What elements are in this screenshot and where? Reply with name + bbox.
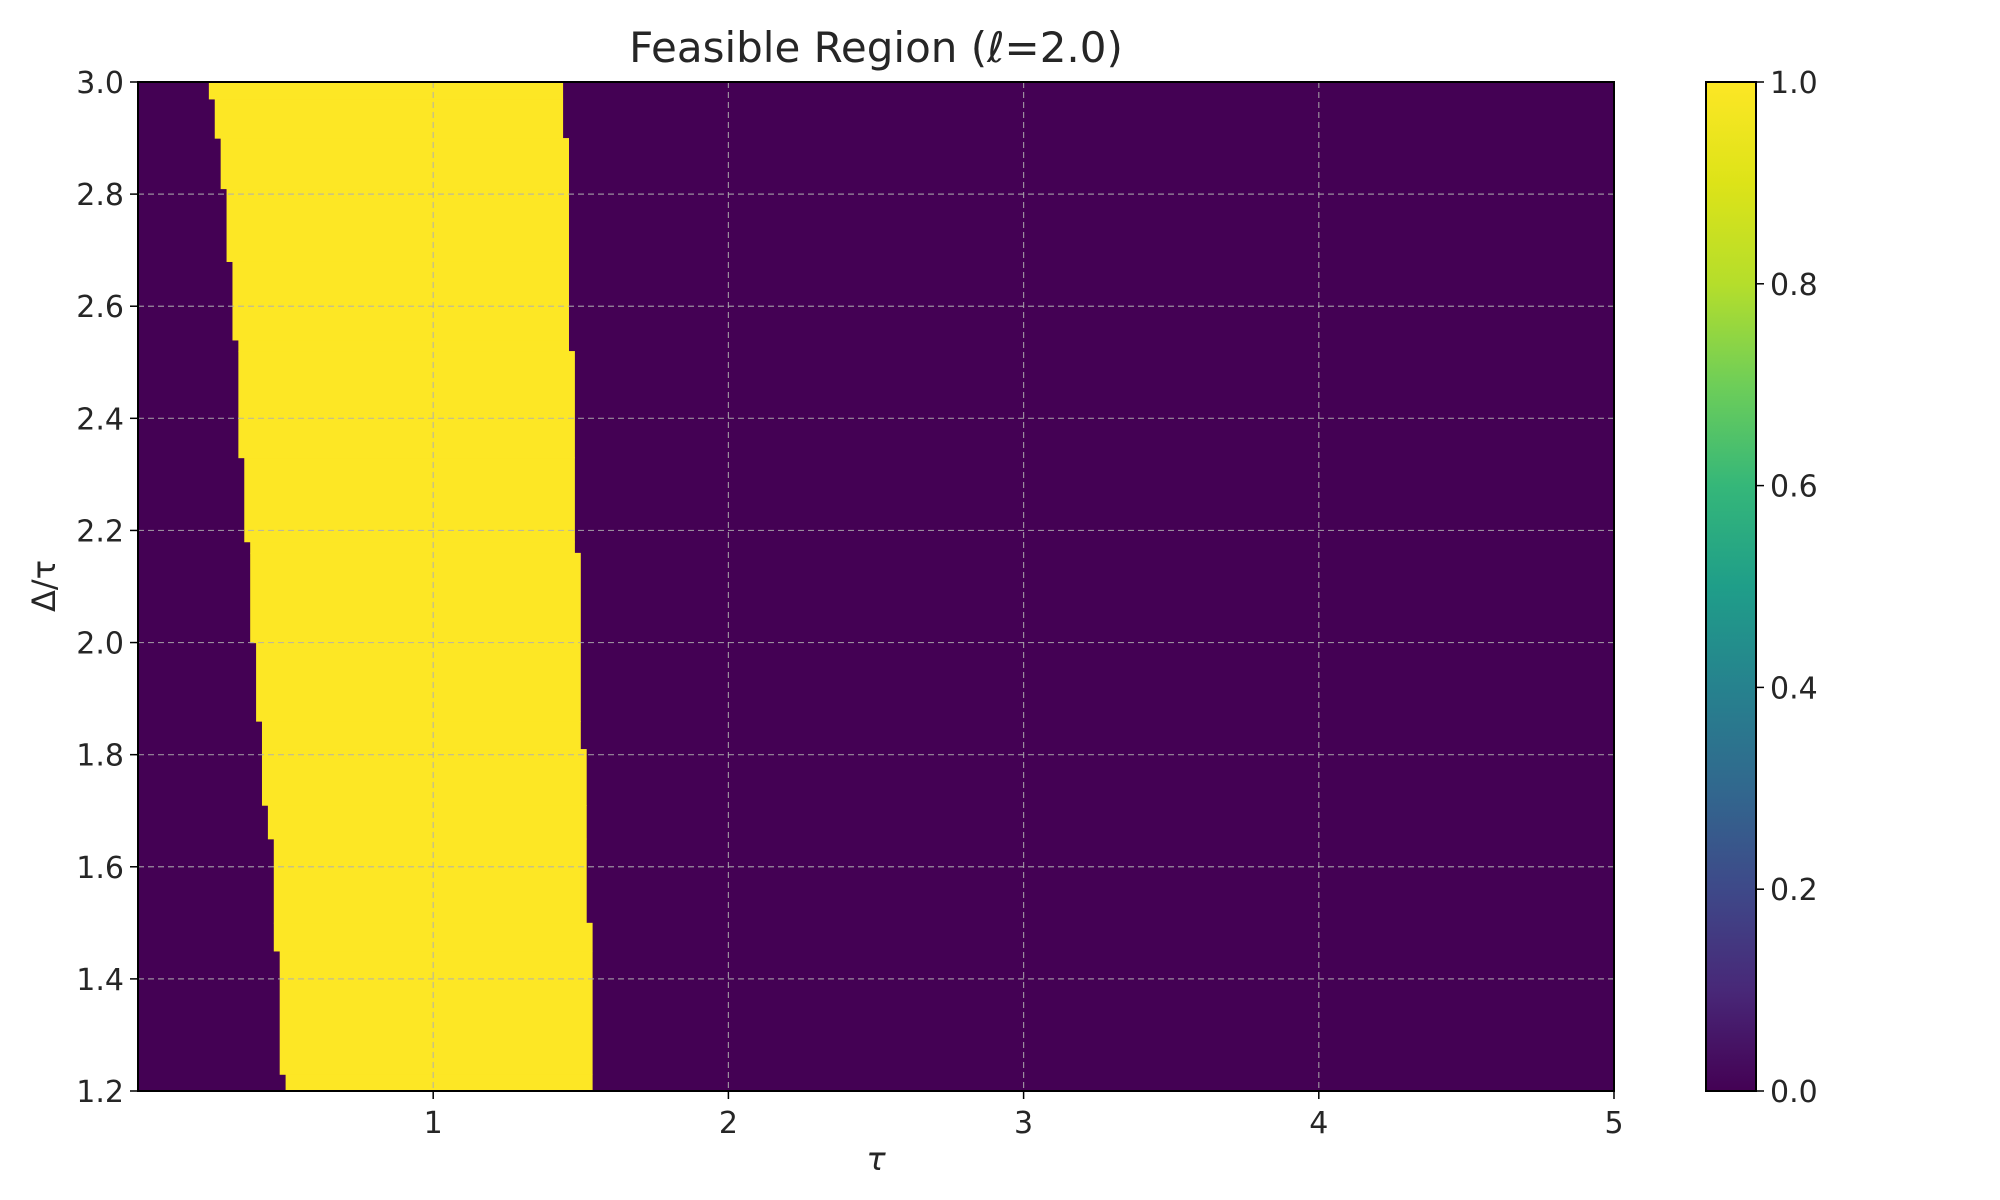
feasible-cell — [250, 541, 575, 554]
y-tick-label: 1.8 — [76, 739, 124, 774]
feasible-cell — [244, 457, 575, 543]
colorbar-ticks: 0.0 0.2 0.4 0.6 0.8 1.0 — [1756, 66, 1818, 1110]
feasible-cell — [261, 721, 581, 750]
y-tick-label: 2.0 — [76, 627, 124, 662]
feasible-cell — [285, 1074, 593, 1092]
y-tick-label: 2.4 — [76, 402, 124, 437]
feasible-cell — [238, 351, 575, 459]
feasible-cell — [256, 642, 581, 722]
feasible-cell — [238, 339, 569, 352]
x-tick-label: 4 — [1309, 1106, 1328, 1141]
feasible-cell — [226, 188, 569, 262]
feasible-cell — [261, 749, 587, 806]
y-tick-label: 1.6 — [76, 851, 124, 886]
feasible-cell — [214, 98, 564, 139]
y-axis: 1.2 1.4 1.6 1.8 2.0 2.2 2.4 2.6 2.8 3.0 — [76, 66, 138, 1110]
y-tick-label: 3.0 — [76, 66, 124, 101]
x-axis-label: τ — [866, 1140, 886, 1178]
feasible-cell — [220, 138, 569, 190]
colorbar-tick-label: 0.6 — [1770, 470, 1818, 505]
y-axis-label: Δ/τ — [25, 560, 63, 612]
colorbar-gradient — [1705, 81, 1757, 1092]
plot-area — [137, 81, 1615, 1092]
colorbar-tick-label: 0.8 — [1770, 268, 1818, 303]
y-tick-label: 2.6 — [76, 290, 124, 325]
x-tick-label: 1 — [424, 1106, 443, 1141]
colorbar-tick-label: 0.4 — [1770, 671, 1818, 706]
feasible-cell — [232, 261, 569, 341]
colorbar-tick-label: 1.0 — [1770, 66, 1818, 101]
x-tick-label: 3 — [1014, 1106, 1033, 1141]
colorbar-tick-label: 0.0 — [1770, 1075, 1818, 1110]
y-tick-label: 2.8 — [76, 178, 124, 213]
colorbar: 0.0 0.2 0.4 0.6 0.8 1.0 — [1705, 66, 1818, 1110]
y-tick-label: 1.2 — [76, 1075, 124, 1110]
feasible-cell — [208, 82, 564, 100]
feasible-cell — [250, 552, 581, 644]
feasible-band-layer — [208, 82, 593, 1092]
chart-title: Feasible Region (ℓ=2.0) — [629, 23, 1123, 72]
colorbar-tick-label: 0.2 — [1770, 873, 1818, 908]
feasible-cell — [279, 950, 593, 1075]
plot-frame — [137, 81, 1615, 1092]
y-tick-label: 2.2 — [76, 514, 124, 549]
x-tick-label: 5 — [1604, 1106, 1623, 1141]
x-axis: 1 2 3 4 5 — [424, 1091, 1624, 1141]
y-tick-label: 1.4 — [76, 963, 124, 998]
feasible-cell — [267, 805, 587, 840]
feasible-cell — [273, 838, 587, 924]
x-tick-label: 2 — [719, 1106, 738, 1141]
